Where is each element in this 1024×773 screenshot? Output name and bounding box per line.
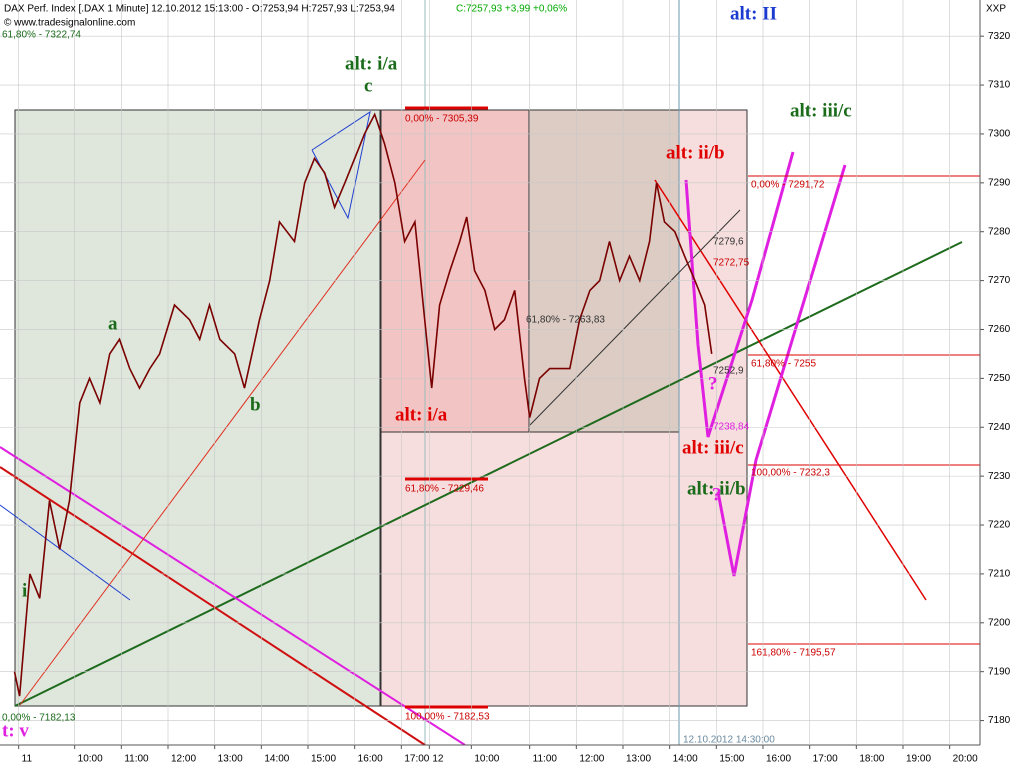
level-label: 7252,9: [713, 366, 744, 377]
x-tick-label: 10:00: [474, 754, 499, 765]
x-tick-label: 11: [22, 754, 33, 765]
x-tick-label: 16:00: [766, 754, 791, 765]
annotation: a: [108, 313, 118, 334]
y-tick-label: 7290: [988, 177, 1011, 188]
grid: [0, 0, 980, 745]
x-tick-label: 18:00: [859, 754, 884, 765]
x-tick-label: 15:00: [311, 754, 336, 765]
annotation: alt: ii/b: [687, 478, 746, 499]
annotation: alt: ii/b: [666, 142, 725, 163]
chart-title: DAX Perf. Index [.DAX 1 Minute] 12.10.20…: [4, 4, 395, 15]
source: © www.tradesignalonline.com: [4, 18, 135, 29]
level-label: 7238,84: [713, 422, 750, 433]
trendline: [0, 446, 466, 746]
annotation: t: v: [2, 720, 29, 741]
level-label: 0,00% - 7305,39: [405, 114, 479, 125]
cursor-label: 12.10.2012 14:30:00: [683, 735, 775, 746]
annotation: alt: i/a: [395, 404, 448, 425]
annotation: ?: [712, 484, 722, 505]
y-tick-label: 7300: [988, 129, 1011, 140]
zone: [528, 109, 680, 433]
trendline: [19, 159, 426, 706]
x-tick-label: 11:00: [533, 754, 558, 765]
annotation: i: [22, 580, 27, 601]
annotation: ?: [708, 373, 718, 394]
level-label: 7272,75: [713, 258, 750, 269]
x-tick-label: 12:00: [171, 754, 196, 765]
projection: [684, 151, 795, 438]
y-tick-label: 7280: [988, 226, 1011, 237]
level-label: 7279,6: [713, 237, 744, 248]
zone: [14, 109, 381, 707]
y-tick-label: 7250: [988, 373, 1011, 384]
x-tick-label: 17:00: [813, 754, 838, 765]
level-label: 61,80% - 7322,74: [2, 30, 81, 41]
y-tick-label: 7180: [988, 715, 1011, 726]
x-tick-label: 14:00: [673, 754, 698, 765]
annotation: alt: i/a: [345, 53, 398, 74]
x-tick-label: 15:00: [719, 754, 744, 765]
trendline: [654, 179, 927, 601]
level-label: 0,00% - 7291,72: [751, 180, 825, 191]
annotation: alt: II: [730, 3, 777, 24]
level-label: 61,80% - 7229,46: [405, 484, 484, 495]
level-label: 100,00% - 7182,53: [405, 712, 490, 723]
y-tick-label: 7270: [988, 275, 1011, 286]
axis-code: XXP: [986, 4, 1006, 15]
y-tick-label: 7310: [988, 80, 1011, 91]
y-tick-label: 7260: [988, 324, 1011, 335]
projection: [716, 164, 847, 577]
y-tick-label: 7220: [988, 520, 1011, 531]
x-tick-label: 14:00: [264, 754, 289, 765]
annotation: b: [250, 394, 261, 415]
trendline: [0, 466, 426, 746]
level-label: 0,00% - 7182,13: [2, 713, 76, 724]
x-tick-label: 20:00: [953, 754, 978, 765]
level-label: 100,00% - 7232,3: [751, 468, 830, 479]
x-tick-label: 17:00: [404, 754, 429, 765]
labels: DAX Perf. Index [.DAX 1 Minute] 12.10.20…: [2, 3, 1011, 764]
y-tick-label: 7230: [988, 471, 1011, 482]
annotation: alt: iii/c: [790, 100, 852, 121]
level-label: 61,80% - 7255: [751, 359, 816, 370]
channel: [311, 110, 371, 220]
trendline: [0, 504, 131, 601]
y-tick-label: 7200: [988, 617, 1011, 628]
chart-subtitle: C:7257,93 +3,99 +0,06%: [456, 4, 567, 15]
annotation: c: [364, 75, 372, 96]
x-tick-label: 11:00: [124, 754, 149, 765]
x-tick-label: 19:00: [906, 754, 931, 765]
y-tick-label: 7240: [988, 422, 1011, 433]
marks: [13, 112, 713, 697]
x-tick-label: 10:00: [78, 754, 103, 765]
trendline: [529, 209, 741, 426]
x-tick-label: 12:00: [579, 754, 604, 765]
y-tick-label: 7320: [988, 31, 1011, 42]
trendline: [14, 241, 963, 707]
y-tick-label: 7190: [988, 666, 1011, 677]
price-line: [13, 112, 713, 697]
y-tick-label: 7210: [988, 569, 1011, 580]
x-tick-label: 16:00: [358, 754, 383, 765]
level-label: 161,80% - 7195,57: [751, 648, 836, 659]
x-tick-label: 13:00: [218, 754, 243, 765]
axis-bg: [0, 745, 1024, 768]
x-tick-label: 13:00: [626, 754, 651, 765]
x-tick-label: 12: [432, 754, 444, 765]
annotation: alt: iii/c: [682, 437, 744, 458]
axis-bg: [980, 0, 1024, 768]
level-label: 61,80% - 7263,83: [526, 315, 605, 326]
